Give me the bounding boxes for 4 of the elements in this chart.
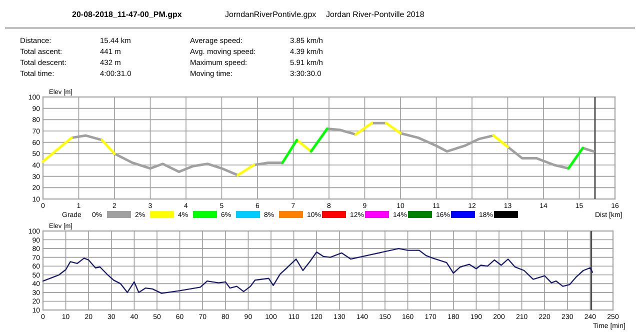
text: Jordan River-Pontville 2018 bbox=[326, 10, 425, 19]
text: JorndanRiverPontivle.gpx bbox=[225, 10, 316, 19]
line-series bbox=[42, 248, 594, 294]
text: 20-08-2018_11-47-00_PM.gpx bbox=[72, 10, 182, 19]
